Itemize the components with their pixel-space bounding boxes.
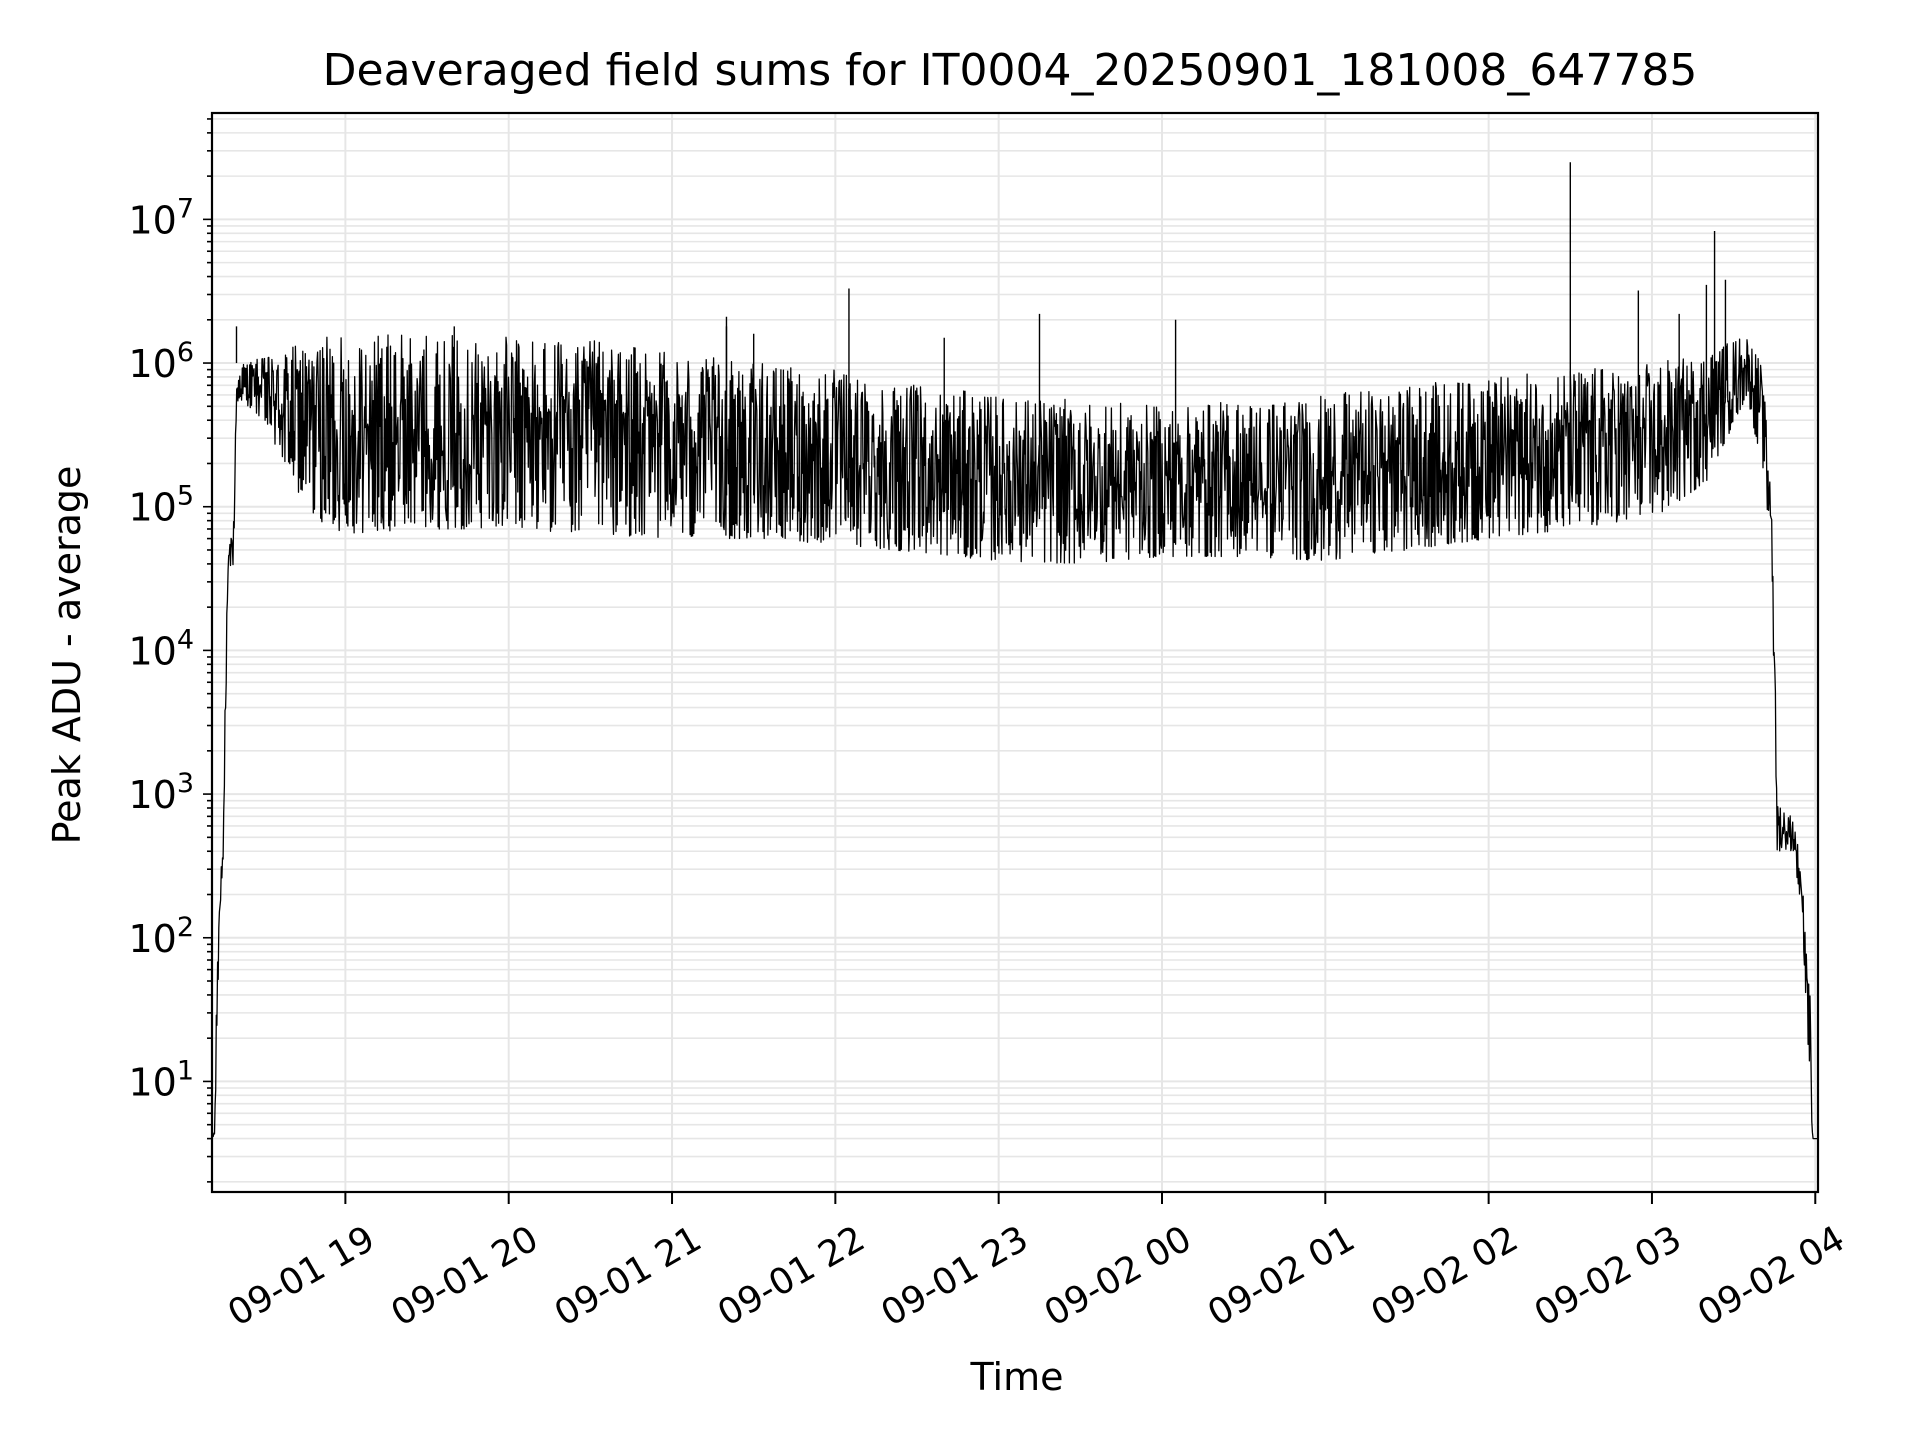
y-tick-label: 103: [128, 768, 194, 817]
y-tick-label: 105: [128, 481, 194, 530]
y-tick-label: 107: [128, 193, 194, 242]
plot-frame: [210, 111, 1820, 1194]
x-axis-label: Time: [970, 1355, 1064, 1399]
series-line: [211, 334, 1819, 1140]
y-tick-label: 101: [128, 1055, 194, 1104]
y-axis-ticks: 101 102 103 104 105 106 107: [128, 118, 212, 1183]
y-tick-label: 102: [128, 912, 194, 961]
gridlines: [212, 113, 1818, 1192]
series-area: [211, 162, 1819, 1140]
chart-title: Deaveraged field sums for IT0004_2025090…: [323, 45, 1698, 96]
y-tick-label: 106: [128, 337, 194, 386]
y-tick-label: 104: [128, 624, 194, 673]
y-axis-label: Peak ADU - average: [45, 466, 89, 845]
